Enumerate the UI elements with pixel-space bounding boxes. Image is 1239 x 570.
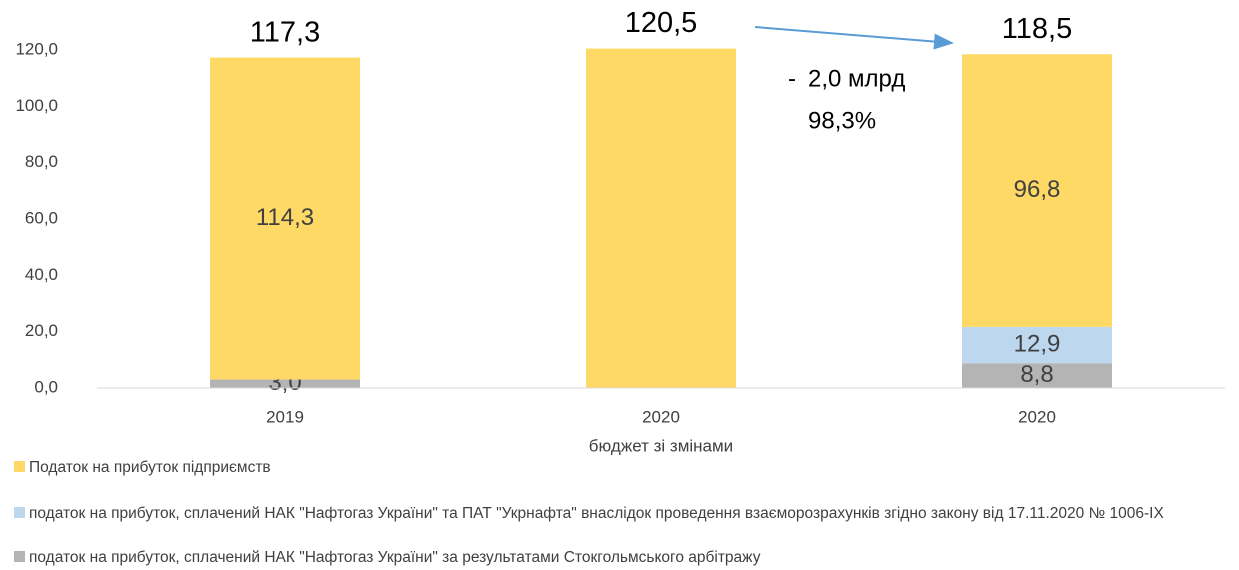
legend-swatch	[14, 507, 25, 518]
legend-label: податок на прибуток, сплачений НАК "Нафт…	[29, 505, 1164, 522]
total-label: 120,5	[625, 7, 698, 39]
bar-segment	[962, 54, 1112, 327]
legend-item: податок на прибуток, сплачений НАК "Нафт…	[14, 502, 1229, 525]
annotation: 2,0 млрд	[808, 65, 905, 92]
y-tick-label: 100,0	[15, 96, 58, 115]
bar-segment	[962, 326, 1112, 364]
x-tick-label: бюджет зі змінами	[589, 436, 733, 455]
legend-item: Податок на прибуток підприємств	[14, 456, 1229, 479]
x-tick-label: 2020	[1018, 407, 1056, 426]
bar-segment	[210, 379, 360, 388]
y-tick-label: 60,0	[25, 208, 58, 227]
data-label: 114,3	[256, 204, 314, 231]
legend-label: Податок на прибуток підприємств	[29, 459, 271, 476]
bar-segment	[210, 57, 360, 380]
bar-segment	[586, 48, 736, 388]
y-tick-label: 80,0	[25, 152, 58, 171]
bar-segment	[962, 363, 1112, 388]
x-tick-label: 2020	[642, 407, 680, 426]
legend-swatch	[14, 461, 25, 472]
data-label: 8,8	[1020, 361, 1053, 388]
chart: - 2,0 млрд 98,3% 0,0 20,0 40,0 60,0 80,0 100,…	[15, 7, 1225, 455]
annotation: -	[788, 65, 796, 92]
legend-label: податок на прибуток, сплачений НАК "Нафт…	[29, 549, 761, 566]
y-tick-label: 20,0	[25, 321, 58, 340]
y-tick-label: 120,0	[15, 39, 58, 58]
arrow	[754, 26, 954, 50]
legend-item: податок на прибуток, сплачений НАК "Нафт…	[14, 546, 1229, 569]
y-tick-label: 0,0	[34, 377, 58, 396]
x-tick-label: 2019	[266, 407, 304, 426]
legend-swatch	[14, 551, 25, 562]
annotation: 98,3%	[808, 107, 876, 134]
data-label: 96,8	[1014, 176, 1061, 203]
total-label: 117,3	[250, 16, 320, 48]
total-label: 118,5	[1002, 13, 1072, 45]
y-tick-label: 40,0	[25, 265, 58, 284]
data-label: 12,9	[1014, 330, 1061, 357]
